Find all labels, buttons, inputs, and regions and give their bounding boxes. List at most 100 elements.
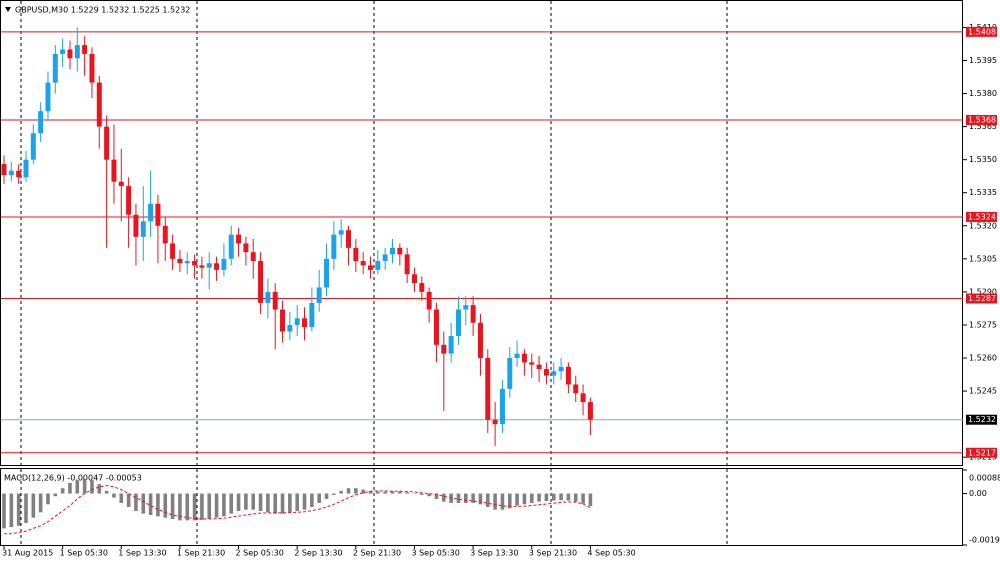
current-price-label: 1.5232 [968,415,996,424]
y-tick-label: 1.5320 [969,221,997,230]
macd-bar [288,493,292,513]
candle-body [16,170,22,178]
y-tick-label: 1.5380 [969,89,997,98]
macd-bar [251,493,256,510]
macd-bar [258,493,263,511]
candle-body [8,170,14,176]
level-label: 1.5324 [968,212,996,221]
macd-bar [544,493,549,502]
macd-bar [537,493,541,502]
candle-body [316,287,322,303]
candle-body [419,283,425,292]
macd-bar [295,493,299,511]
level-label-box [966,293,997,304]
macd-bar [9,493,14,528]
y-tick-label: 1.5395 [969,56,997,65]
macd-bar [522,493,527,505]
macd-bar [2,493,6,529]
candle-body [221,258,227,270]
macd-bar [200,493,204,520]
collapse-icon[interactable] [5,7,11,12]
chart-title: GBPUSD,M30 1.5229 1.5232 1.5225 1.5232 [15,6,190,15]
candle-body [360,261,366,266]
candle-body [294,318,300,325]
macd-bar [126,493,131,507]
macd-bar [38,493,43,513]
candle-body [404,254,410,275]
candle-body [133,214,139,237]
level-label-box [966,211,997,222]
candle-body [441,344,447,354]
candle-body [514,353,520,359]
y-tick-label: 1.5290 [969,287,997,296]
candle-body [89,53,95,83]
candle-body [206,263,212,268]
candle-body [551,371,557,376]
candle-body [573,384,579,394]
macd-bar [420,493,424,495]
x-tick-label: 3 Sep 21:30 [529,549,577,558]
macd-bar [551,493,556,501]
macd-bar [442,493,446,502]
macd-bar [317,493,321,503]
macd-bar [244,493,248,510]
macd-bar [170,493,175,520]
macd-bar [16,493,21,526]
macd-bar [368,490,373,494]
y-tick-label: 0.00088 [969,474,1000,483]
candle-body [199,265,205,268]
macd-bar [493,493,497,510]
candle-body [448,335,454,354]
candle-body [368,265,373,270]
y-tick-label: -0.00192 [969,536,1000,545]
candle-body [184,261,190,264]
macd-bar [134,493,138,511]
macd-bar [119,493,124,503]
macd-bar [53,493,58,497]
macd-bar [361,489,365,494]
candle-body [118,181,124,187]
candle-body [177,258,183,264]
macd-bar [156,493,160,517]
macd-bar [515,493,519,506]
candle-body [23,159,29,178]
x-tick-label: 2 Sep 05:30 [236,549,284,558]
candle-body [455,309,461,336]
candle-body [52,53,58,83]
candle-body [126,186,132,215]
candle-body [587,402,593,420]
macd-bar [185,493,190,521]
candle-body [162,225,168,244]
candle-body [250,252,256,262]
macd-bar [566,493,571,501]
macd-bar [236,493,241,511]
candle-body [45,82,51,112]
candle-body [536,364,542,370]
level-label: 1.5408 [968,27,996,36]
candle-body [192,261,198,266]
candle-body [287,324,293,332]
macd-bar [148,493,153,515]
macd-bar [456,493,461,503]
level-label-box [966,26,997,37]
candle-body [258,261,264,303]
candle-body [397,247,403,255]
period-separators [20,1,728,545]
macd-bar [163,493,168,518]
signal-line [4,484,591,535]
x-tick-label: 1 Sep 13:30 [118,549,166,558]
candle-body [1,164,7,176]
candle-body [565,366,571,385]
macd-bar [434,493,439,499]
macd-title: MACD(12,26,9) -0.00047 -0.00053 [4,474,142,483]
macd-bar [310,493,314,507]
y-tick-label: 0.00 [969,489,987,498]
macd-bar [229,493,234,514]
x-tick-label: 1 Sep 05:30 [60,549,108,558]
candle-body [60,49,66,54]
macd-bar [302,493,307,510]
macd-bar [463,493,468,503]
candle-body [580,393,586,403]
candle-body [265,291,271,303]
